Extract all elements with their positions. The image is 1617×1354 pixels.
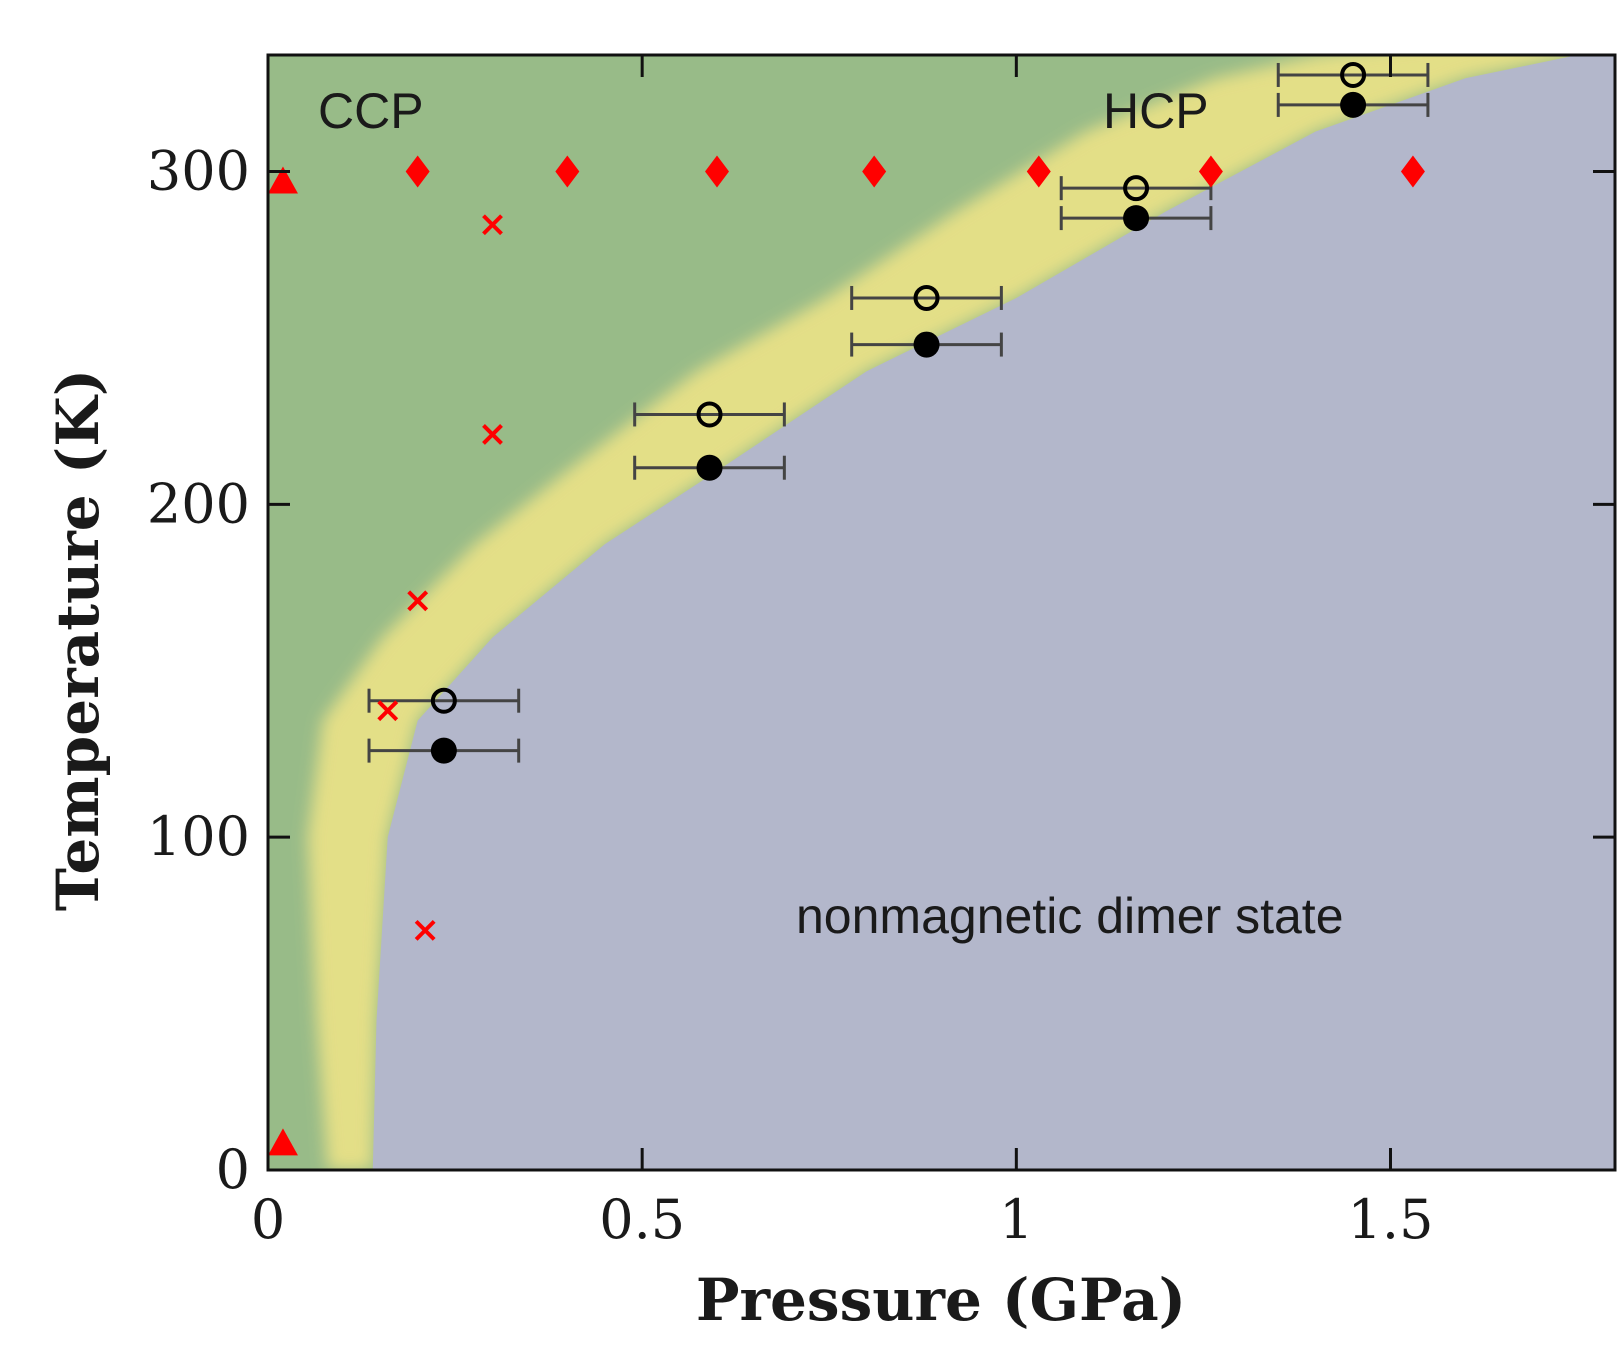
red-cross-point [407,590,429,612]
filled-circle-point [696,454,723,481]
y-tick-label: 100 [147,805,250,868]
red-diamond-point [1198,155,1223,188]
dimer-region [372,55,1615,1170]
red-cross-point [482,214,503,236]
data-marks [268,61,1430,1156]
hcp-region-label: HCP [1103,83,1209,139]
red-cross-point [414,919,436,941]
red-triangle-point [268,166,298,194]
y-tick-label: 200 [147,472,250,535]
filled-circle-point [913,331,940,358]
red-diamond-point [1026,155,1051,188]
red-diamond-point [862,155,887,188]
hcp-region-band [307,55,1578,1170]
open-circle-point [696,401,723,428]
x-tick-label: 1 [999,1188,1033,1251]
x-tick-label: 0.5 [599,1188,685,1251]
red-diamond-point [705,155,729,188]
open-circle-point [1340,61,1367,88]
x-tick-label: 0 [251,1188,285,1251]
x-axis-title: Pressure (GPa) [696,1266,1186,1334]
filled-circle-point [1123,205,1150,232]
cross-stroke [482,424,503,445]
open-circle-point [913,284,940,311]
x-tick-label: 1.5 [1348,1188,1434,1251]
plot-area [268,55,1615,1170]
filled-circle-point [1340,91,1367,118]
y-axis-title: Temperature (K) [44,369,112,911]
axis-ticks: 0 0.5 1 1.5 0 100 200 300 [147,55,1615,1251]
y-tick-label: 0 [216,1138,250,1201]
cross-stroke [414,919,436,941]
open-circle-point [430,687,457,714]
red-diamond-point [555,155,580,188]
red-cross-point [377,700,399,722]
cross-stroke [377,700,399,722]
cross-stroke [407,590,429,612]
ccp-region-label: CCP [318,83,424,139]
dimer-region-label: nonmagnetic dimer state [796,888,1344,944]
red-diamond-point [1400,155,1425,188]
red-cross-point [482,424,503,445]
y-tick-label: 300 [147,139,250,202]
open-circle-point [1123,175,1150,202]
filled-circle-point [430,737,457,764]
plot-frame [266,53,1617,1172]
cross-stroke [482,214,503,236]
red-triangle-point [268,1128,298,1156]
red-diamond-point [405,155,430,188]
